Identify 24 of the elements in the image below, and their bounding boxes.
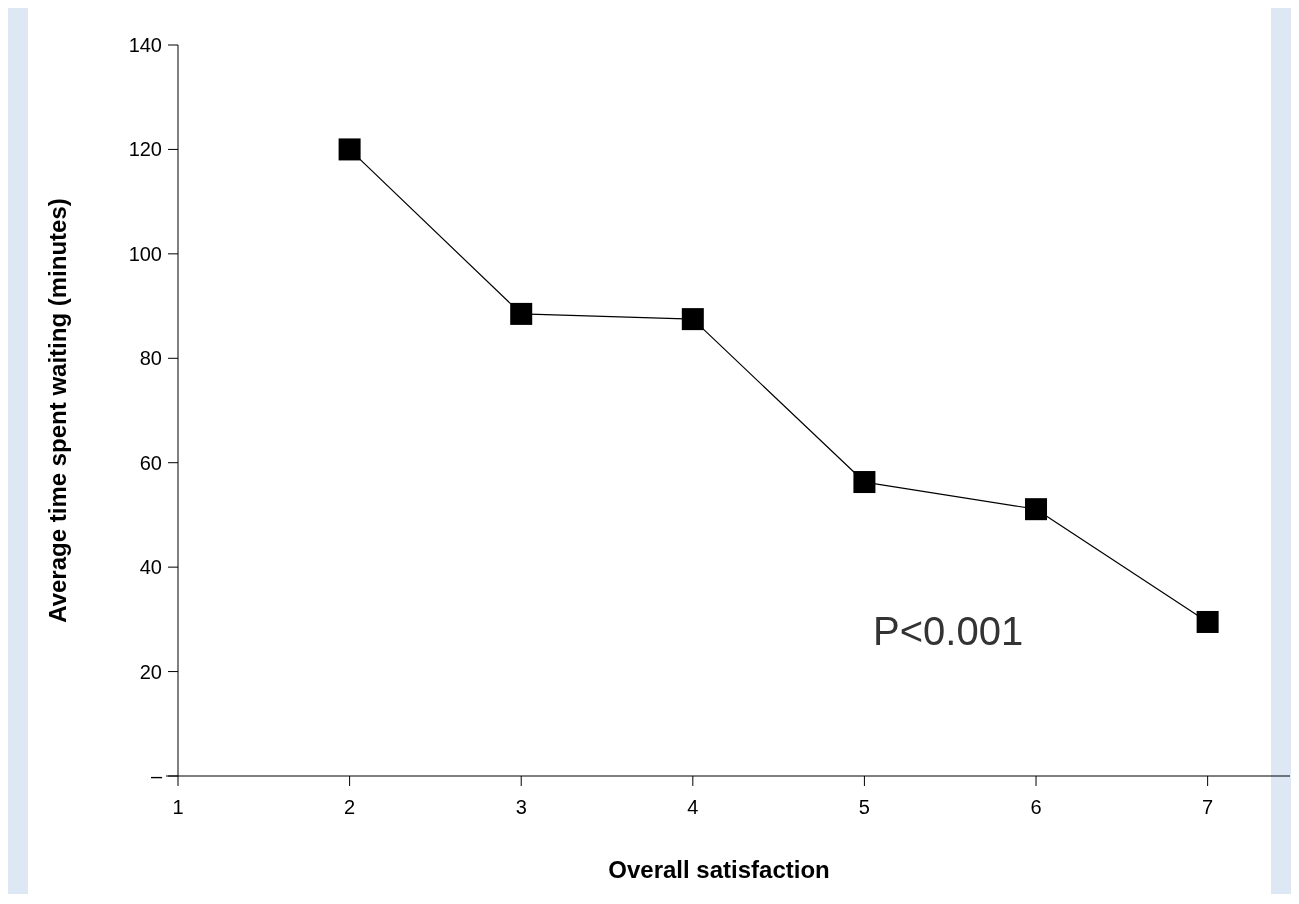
y-tick-label: 60 [139, 451, 162, 474]
point [1196, 610, 1219, 633]
point [853, 471, 876, 494]
x-tick-label: 2 [344, 796, 356, 818]
point [338, 138, 361, 161]
y-tick-label: 140 [128, 34, 162, 56]
y-tick-label: 80 [139, 347, 162, 370]
point [681, 308, 704, 331]
y-axis-title: Average time spent waiting (minutes) [44, 198, 71, 623]
y-tick-label: 100 [128, 242, 162, 265]
y-tick-label: 120 [128, 138, 162, 161]
y-tick-label: – [150, 765, 163, 787]
x-tick-label: 1 [172, 796, 184, 818]
annotation: P<0.001 [873, 609, 1024, 654]
x-tick-label: 3 [515, 796, 527, 818]
x-tick-label: 7 [1202, 796, 1214, 818]
x-axis-title: Overall satisfaction [608, 856, 830, 883]
point [1025, 498, 1048, 521]
x-tick-label: 5 [858, 796, 870, 818]
x-tick-label: 6 [1030, 796, 1042, 818]
y-tick-label: 40 [139, 556, 162, 579]
y-tick-label: 20 [139, 660, 162, 683]
x-tick-label: 4 [687, 796, 699, 818]
point [510, 302, 533, 325]
